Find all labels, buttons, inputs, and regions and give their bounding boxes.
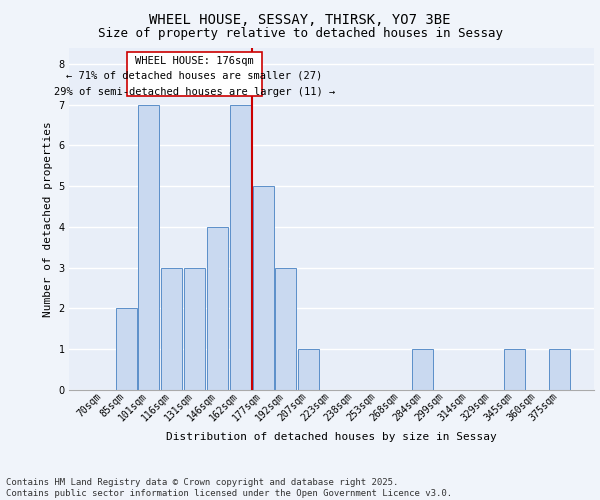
Text: Contains HM Land Registry data © Crown copyright and database right 2025.
Contai: Contains HM Land Registry data © Crown c… (6, 478, 452, 498)
Text: ← 71% of detached houses are smaller (27): ← 71% of detached houses are smaller (27… (67, 70, 323, 81)
FancyBboxPatch shape (127, 52, 262, 96)
Text: WHEEL HOUSE: 176sqm: WHEEL HOUSE: 176sqm (135, 56, 254, 66)
Bar (139, 104, 160, 390)
Text: 29% of semi-detached houses are larger (11) →: 29% of semi-detached houses are larger (… (54, 88, 335, 98)
Bar (253, 186, 274, 390)
Text: WHEEL HOUSE, SESSAY, THIRSK, YO7 3BE: WHEEL HOUSE, SESSAY, THIRSK, YO7 3BE (149, 12, 451, 26)
Bar (503, 349, 524, 390)
Bar (184, 268, 205, 390)
Bar (298, 349, 319, 390)
Bar (161, 268, 182, 390)
Bar (412, 349, 433, 390)
Y-axis label: Number of detached properties: Number of detached properties (43, 121, 53, 316)
Text: Size of property relative to detached houses in Sessay: Size of property relative to detached ho… (97, 28, 503, 40)
Bar (207, 227, 228, 390)
Bar (230, 104, 251, 390)
Bar (275, 268, 296, 390)
X-axis label: Distribution of detached houses by size in Sessay: Distribution of detached houses by size … (166, 432, 497, 442)
Bar (116, 308, 137, 390)
Bar (549, 349, 570, 390)
